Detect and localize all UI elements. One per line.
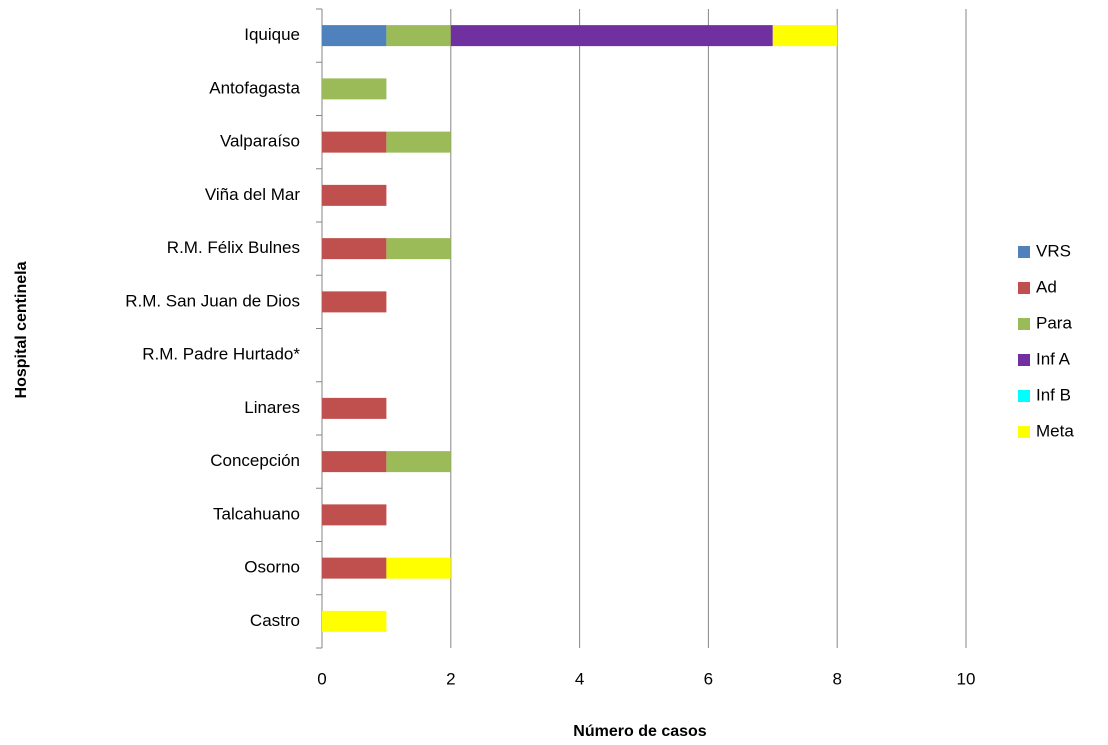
y-tick-label: Valparaíso [220, 132, 300, 151]
bar-segment [322, 238, 387, 260]
x-axis-title: Número de casos [573, 723, 706, 740]
legend-swatch [1018, 426, 1030, 438]
legend-label: Ad [1036, 277, 1057, 296]
bar-segment [322, 25, 387, 47]
y-tick-label: Concepción [210, 451, 300, 470]
y-tick-label: R.M. San Juan de Dios [125, 291, 300, 310]
x-tick-label: 0 [317, 669, 326, 688]
bar-segment [386, 557, 451, 579]
y-tick-label: R.M. Félix Bulnes [167, 238, 300, 257]
bar-segment [386, 238, 451, 260]
y-tick-label: Iquique [244, 25, 300, 44]
legend-label: Inf B [1036, 385, 1071, 404]
x-tick-label: 2 [446, 669, 455, 688]
x-tick-label: 4 [575, 669, 584, 688]
bar-segment [386, 131, 451, 153]
legend-swatch [1018, 318, 1030, 330]
x-tick-label: 8 [832, 669, 841, 688]
bar-segment [322, 504, 387, 526]
bar-segment [322, 397, 387, 419]
y-tick-label: Castro [250, 611, 300, 630]
y-tick-label: Linares [244, 398, 300, 417]
bar-segment [386, 25, 451, 47]
x-tick-label: 10 [957, 669, 976, 688]
legend-label: Meta [1036, 421, 1074, 440]
bar-segment [450, 25, 773, 47]
y-tick-label: Osorno [244, 558, 300, 577]
legend-label: Para [1036, 313, 1072, 332]
bar-segment [322, 291, 387, 313]
y-tick-label: Antofagasta [209, 78, 300, 97]
y-tick-label: R.M. Padre Hurtado* [142, 345, 300, 364]
legend-swatch [1018, 246, 1030, 258]
legend-swatch [1018, 282, 1030, 294]
legend-swatch [1018, 390, 1030, 402]
bar-segment [322, 610, 387, 632]
bar-segment [322, 131, 387, 153]
legend-label: VRS [1036, 241, 1071, 260]
bar-segment [322, 78, 387, 100]
y-tick-label: Viña del Mar [205, 185, 300, 204]
legend-swatch [1018, 354, 1030, 366]
y-axis-title: Hospital centinela [13, 261, 30, 398]
legend-label: Inf A [1036, 349, 1071, 368]
bar-segment [386, 451, 451, 473]
bar-segment [322, 557, 387, 579]
y-tick-label: Talcahuano [213, 504, 300, 523]
bar-segment [322, 184, 387, 206]
bar-segment [772, 25, 838, 47]
x-tick-label: 6 [704, 669, 713, 688]
bar-segment [322, 451, 387, 473]
